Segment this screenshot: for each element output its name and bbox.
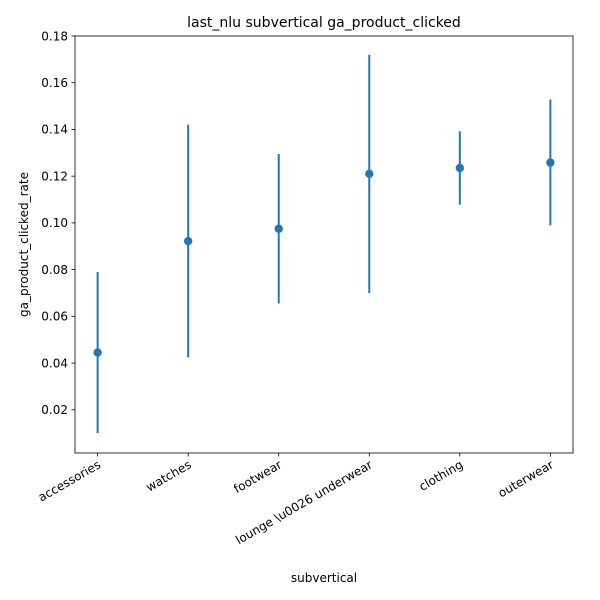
y-tick-label: 0.02 (41, 403, 68, 417)
y-tick-label: 0.04 (41, 356, 68, 370)
chart-marks (93, 54, 555, 434)
x-tick-label: accessories (36, 457, 103, 504)
data-point (365, 169, 374, 179)
data-point (274, 224, 283, 233)
y-axis: 0.02 0.04 0.06 0.08 0.10 0.12 0.14 0.16 0.18 (41, 29, 75, 417)
x-tick-label: outerwear (496, 457, 556, 500)
x-tick-label: watches (144, 457, 194, 494)
y-tick-label: 0.06 (41, 310, 68, 324)
y-tick-label: 0.18 (41, 29, 68, 43)
plot-frame (74, 35, 574, 454)
x-tick-label: clothing (417, 457, 466, 493)
chart-title: last_nlu subvertical ga_product_clicked (187, 15, 461, 31)
data-point (455, 163, 465, 173)
data-point (93, 348, 102, 357)
data-point (183, 236, 193, 246)
y-tick-label: 0.12 (41, 169, 68, 183)
data-point (546, 158, 555, 167)
y-tick-label: 0.08 (41, 263, 68, 277)
y-axis-title: ga_product_clicked_rate (17, 172, 31, 317)
x-tick-label: footwear (231, 457, 284, 496)
x-axis-title: subvertical (291, 571, 357, 585)
y-tick-label: 0.14 (41, 123, 68, 137)
y-tick-label: 0.16 (41, 76, 68, 90)
y-tick-label: 0.10 (41, 216, 68, 230)
